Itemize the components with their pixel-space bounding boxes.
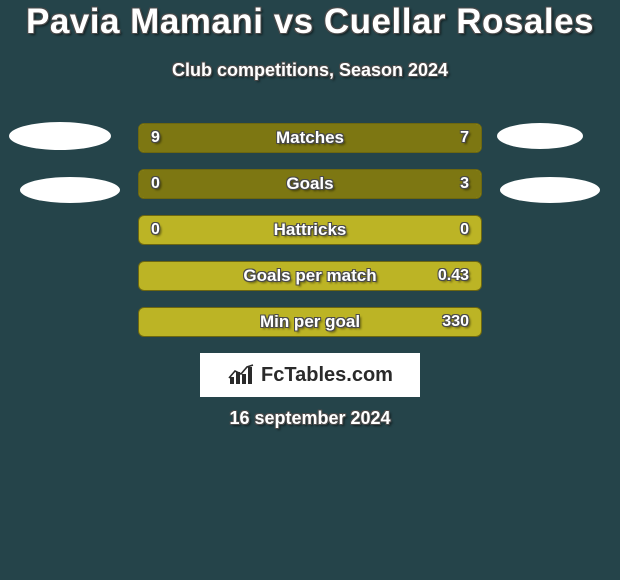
stat-bar: Hattricks0 0: [138, 215, 482, 245]
source-logo: FcTables.com: [200, 353, 420, 397]
player-silhouette: [497, 123, 583, 149]
stat-bar: Min per goal330: [138, 307, 482, 337]
stat-bar-fill-left: [139, 170, 204, 198]
stat-bar: Matches97: [138, 123, 482, 153]
player-silhouette: [9, 122, 111, 150]
stat-bar: Goals per match0.43: [138, 261, 482, 291]
player-silhouette: [20, 177, 120, 203]
page-title: Pavia Mamani vs Cuellar Rosales: [0, 2, 620, 42]
stat-bar-value-right: 330: [430, 308, 481, 336]
stat-bar-fill-right: [204, 170, 481, 198]
bar-chart-icon: [227, 363, 255, 387]
title-player-b: Cuellar Rosales: [324, 2, 594, 41]
date-line: 16 september 2024: [0, 408, 620, 429]
player-silhouette: [500, 177, 600, 203]
subtitle: Club competitions, Season 2024: [0, 60, 620, 81]
stat-bar-value-right: 0.43: [426, 262, 481, 290]
stat-bar-fill-right: [331, 124, 481, 152]
stat-bar-value-left: 0: [139, 216, 172, 244]
stat-bar-label: Goals per match: [139, 262, 481, 290]
title-vs: vs: [274, 2, 314, 41]
stat-bar-label: Min per goal: [139, 308, 481, 336]
title-player-a: Pavia Mamani: [26, 2, 264, 41]
stat-bar-fill-left: [139, 124, 331, 152]
source-logo-text: FcTables.com: [261, 364, 393, 387]
stat-bar-value-right: 0: [448, 216, 481, 244]
comparison-infographic: Pavia Mamani vs Cuellar Rosales Club com…: [0, 0, 620, 580]
stat-bar: Goals03: [138, 169, 482, 199]
stat-bar-label: Hattricks: [139, 216, 481, 244]
